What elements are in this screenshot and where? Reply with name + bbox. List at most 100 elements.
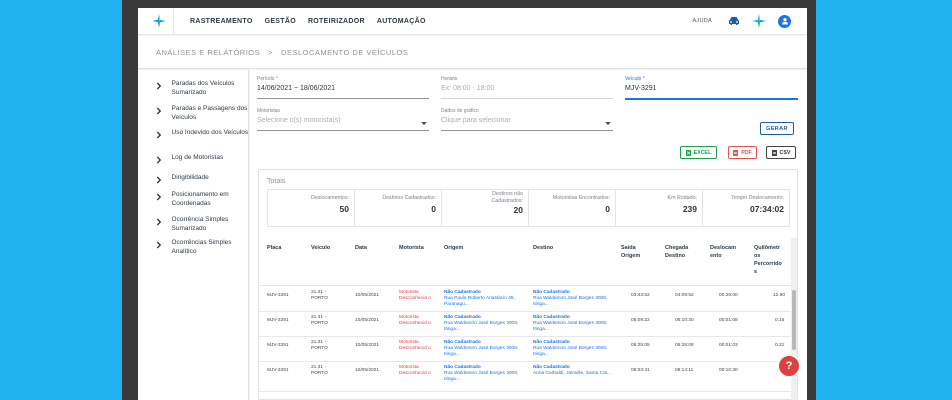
col-origem[interactable]: Origem xyxy=(444,245,464,251)
cell-motorista: Motorista Desconhecid o xyxy=(399,340,431,351)
breadcrumb-current: DESLOCAMENTO DE VEÍCULOS xyxy=(281,47,409,57)
app-logo[interactable] xyxy=(144,8,174,35)
cell-km: 0.15 xyxy=(775,318,785,323)
sidebar-item-paradas-passagens[interactable]: Paradas e Passagens dos Veículos xyxy=(138,105,249,122)
chevron-right-icon xyxy=(156,107,162,115)
car-icon[interactable] xyxy=(728,16,740,26)
cell-motorista: Motorista Desconhecid o xyxy=(399,290,431,301)
col-placa[interactable]: Placa xyxy=(267,245,282,251)
export-excel-button[interactable]: EXCEL xyxy=(680,146,717,159)
scrollbar-thumb[interactable] xyxy=(792,290,796,350)
chevron-right-icon xyxy=(156,193,162,201)
table-row[interactable]: MJV-3291 21.31 - PORTO 10/05/2021 Motori… xyxy=(259,337,791,362)
sidebar-item-ocorrencias-analitico[interactable]: Ocorrências Simples Analítico xyxy=(138,239,249,256)
stat-label: Motoristas Encontrados: xyxy=(552,195,610,201)
chevron-right-icon xyxy=(156,131,162,139)
reports-sidebar: Paradas dos Veículos Sumarizado Paradas … xyxy=(138,70,249,400)
cell-placa: MJV-3291 xyxy=(267,293,289,298)
cell-data: 10/05/2021 xyxy=(355,318,380,323)
export-csv-button[interactable]: CSV xyxy=(766,146,796,159)
cell-chegada: 04:09:52 xyxy=(675,293,694,298)
user-avatar-icon[interactable] xyxy=(778,14,791,28)
col-motorista[interactable]: Motorista xyxy=(399,245,424,251)
cell-chegada: 05:10:30 xyxy=(675,318,694,323)
origem-address: Rua Paulo Roberto Anastácio 45, Paranagu… xyxy=(444,296,515,307)
col-chegada-destino[interactable]: Chegada Destino xyxy=(665,245,689,259)
sidebar-item-label: Posicionamento em Coordenadas xyxy=(171,191,229,207)
app-switch-icon[interactable] xyxy=(752,14,766,28)
col-data[interactable]: Data xyxy=(355,245,367,251)
sidebar-item-dirigibilidade[interactable]: Dirigibilidade xyxy=(138,174,249,184)
pdf-file-icon xyxy=(733,149,739,156)
origem-address: Rua Waldemiro José Borges 3008, Itinga..… xyxy=(444,371,519,382)
table-header: Placa Veículo Data Motorista Origem Dest… xyxy=(259,238,797,286)
table-row[interactable]: MJV-3291 21.31 - PORTO 10/05/2021 Motori… xyxy=(259,312,791,337)
report-main: Período * 14/06/2021 ~ 18/06/2021 Horári… xyxy=(250,70,807,400)
stat-value: 07:34:02 xyxy=(749,204,784,214)
cell-chegada: 09:14:11 xyxy=(675,368,694,373)
export-csv-label: CSV xyxy=(779,149,791,156)
help-icon: ? xyxy=(785,360,793,372)
help-link[interactable]: AJUDA xyxy=(692,18,712,24)
cell-saida: 05:09:22 xyxy=(631,318,650,323)
veiculo-input[interactable]: MJV-3291 xyxy=(625,85,657,92)
sidebar-item-uso-indevido[interactable]: Uso Indevido dos Veículos xyxy=(138,129,249,139)
col-saida-origem[interactable]: Saída Origem xyxy=(621,245,641,259)
periodo-input[interactable]: 14/06/2021 ~ 18/06/2021 xyxy=(257,85,336,92)
sidebar-item-label: Log de Motoristas xyxy=(171,154,224,161)
cell-saida: 08:03:41 xyxy=(631,368,650,373)
table-row[interactable]: MJV-3291 21.31 - PORTO 10/05/2021 Motori… xyxy=(259,287,791,312)
stat-value: 20 xyxy=(513,205,523,215)
sidebar-item-paradas-sumarizado[interactable]: Paradas dos Veículos Sumarizado xyxy=(138,80,249,97)
nav-automacao[interactable]: AUTOMAÇÃO xyxy=(376,17,426,25)
sidebar-item-posicionamento[interactable]: Posicionamento em Coordenadas xyxy=(138,191,249,208)
stat-value: 239 xyxy=(682,204,697,214)
stat-deslocamentos: Deslocamentos: 50 xyxy=(268,190,355,226)
cell-km: 0.21 xyxy=(775,343,785,348)
cell-saida: 05:25:05 xyxy=(631,343,650,348)
horario-field[interactable]: Horário Ex: 08:00 - 18:00 xyxy=(441,76,613,99)
cell-origem: Não Cadastrado Rua Waldemiro José Borges … xyxy=(444,315,524,333)
motoristas-select[interactable]: Selecione o(s) motorista(s) xyxy=(257,117,341,124)
nav-gestao[interactable]: GESTÃO xyxy=(264,17,296,25)
nav-rastreamento[interactable]: RASTREAMENTO xyxy=(190,17,253,25)
cell-data: 10/05/2021 xyxy=(355,293,380,298)
dados-grafico-field[interactable]: Dados do gráfico Clique para selecionar xyxy=(441,108,613,131)
stat-label: Tempo Deslocamento: xyxy=(731,195,784,201)
nav-roteirizador[interactable]: ROTEIRIZADOR xyxy=(307,17,365,25)
col-km-percorridos[interactable]: Quilômetr os Percorrido s xyxy=(754,245,782,275)
user-icon xyxy=(781,18,788,25)
export-excel-label: EXCEL xyxy=(693,149,712,156)
table-scrollbar[interactable] xyxy=(791,238,797,400)
export-pdf-button[interactable]: PDF xyxy=(728,146,757,159)
origem-address: Rua Waldemiro José Borges 3008, Itinga..… xyxy=(444,321,519,332)
table-row[interactable]: MJV-3291 21.31 - PORTO 10/05/2021 Motori… xyxy=(259,362,791,392)
veiculo-field[interactable]: Veículo * MJV-3291 xyxy=(625,76,798,100)
gerar-button[interactable]: GERAR xyxy=(760,122,794,135)
totals-title: Totais xyxy=(267,178,286,185)
sidebar-item-ocorrencia-sumarizado[interactable]: Ocorrência Simples Sumarizado xyxy=(138,216,249,233)
destino-title: Não Cadastrado xyxy=(533,315,570,320)
dropdown-arrow-icon xyxy=(421,122,427,125)
stat-tempo-deslocamento: Tempo Deslocamento: 07:34:02 xyxy=(703,190,789,226)
horario-input[interactable]: Ex: 08:00 - 18:00 xyxy=(441,85,495,92)
cell-destino: Não Cadastrado Rua Waldemiro José Borges … xyxy=(533,340,613,358)
col-destino[interactable]: Destino xyxy=(533,245,554,251)
destino-address: Rua Waldemiro José Borges 3008, Itinga..… xyxy=(533,296,608,307)
col-deslocamento[interactable]: Deslocam ento xyxy=(710,245,736,259)
help-button[interactable]: ? xyxy=(777,354,801,378)
periodo-field[interactable]: Período * 14/06/2021 ~ 18/06/2021 xyxy=(257,76,429,99)
export-pdf-label: PDF xyxy=(741,149,752,156)
sidebar-item-log-motoristas[interactable]: Log de Motoristas xyxy=(138,154,249,164)
cell-placa: MJV-3291 xyxy=(267,318,289,323)
breadcrumb-root[interactable]: ANÁLISES E RELATÓRIOS xyxy=(156,47,261,57)
col-veiculo[interactable]: Veículo xyxy=(311,245,331,251)
cell-data: 10/05/2021 xyxy=(355,343,380,348)
veiculo-label: Veículo * xyxy=(625,76,645,82)
destino-title: Não Cadastrado xyxy=(533,365,570,370)
cell-veiculo: 21.31 - PORTO xyxy=(311,290,328,301)
dados-grafico-select[interactable]: Clique para selecionar xyxy=(441,117,511,124)
origem-title: Não Cadastrado xyxy=(444,290,481,295)
motoristas-field[interactable]: Motoristas Selecione o(s) motorista(s) xyxy=(257,108,429,131)
cell-veiculo: 21.31 - PORTO xyxy=(311,340,328,351)
